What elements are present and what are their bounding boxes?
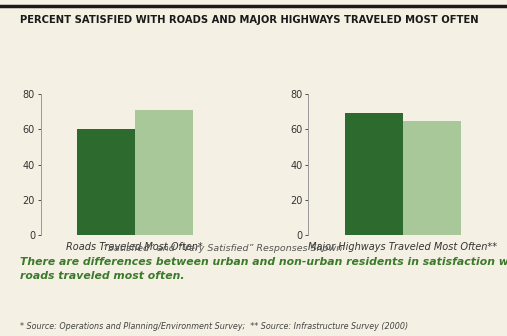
Text: * Source: Operations and Planning/Environment Survey;  ** Source: Infrastructure: * Source: Operations and Planning/Enviro… [20,322,409,331]
Text: “Satisfied” and “Very Satisfied” Responses Shown: “Satisfied” and “Very Satisfied” Respons… [103,244,343,253]
Text: There are differences between urban and non-urban residents in satisfaction with: There are differences between urban and … [20,257,507,281]
Text: PERCENT SATISFIED WITH ROADS AND MAJOR HIGHWAYS TRAVELED MOST OFTEN: PERCENT SATISFIED WITH ROADS AND MAJOR H… [20,15,479,25]
Bar [345,114,403,235]
Bar [135,110,193,235]
Bar [77,129,135,235]
Bar [403,121,460,235]
X-axis label: Major Highways Traveled Most Often**: Major Highways Traveled Most Often** [308,242,497,252]
X-axis label: Roads Traveled Most Often*: Roads Traveled Most Often* [66,242,203,252]
